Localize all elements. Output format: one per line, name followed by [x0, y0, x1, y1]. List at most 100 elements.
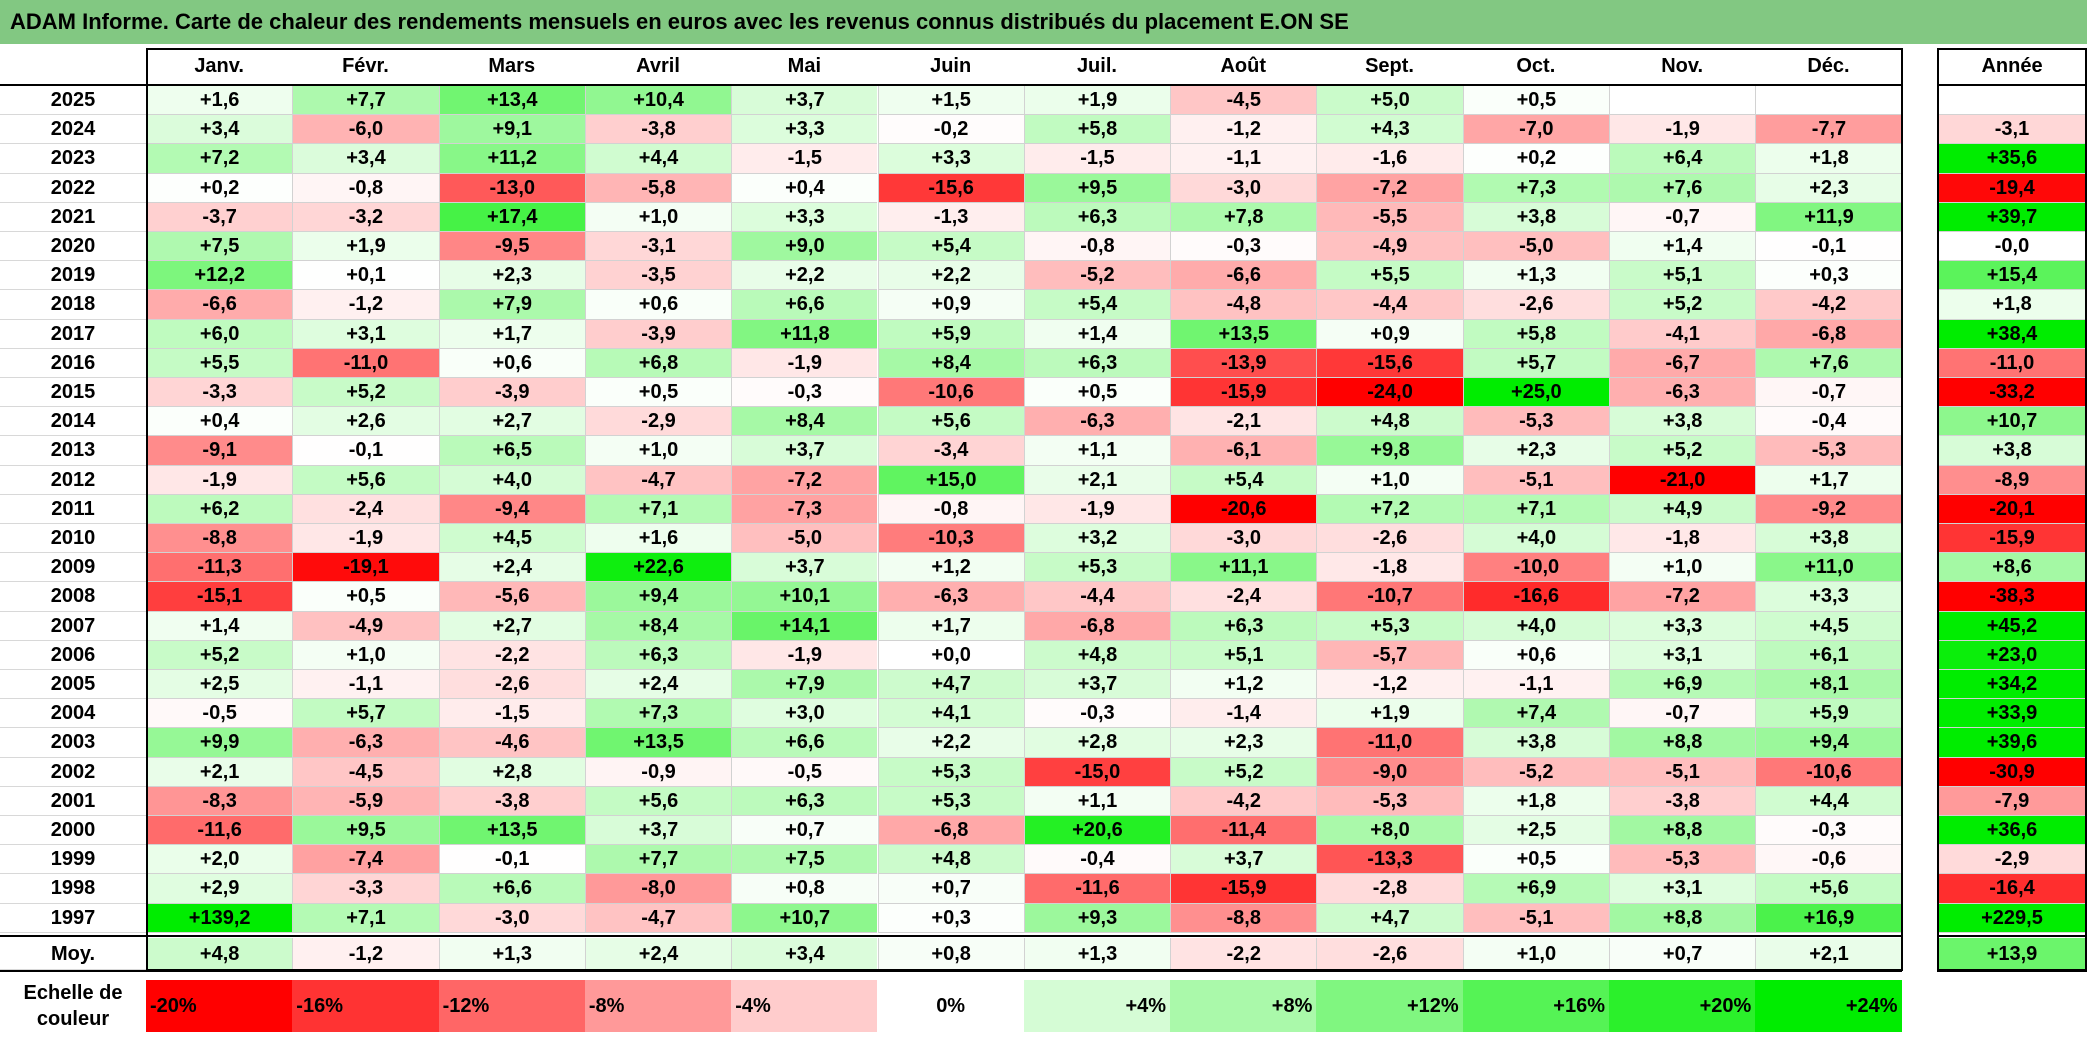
- color-scale-swatch: +12%: [1316, 980, 1463, 1032]
- heatmap-cell: +1,6: [584, 524, 732, 554]
- heatmap-cell: -3,2: [292, 202, 439, 232]
- heatmap-cell: +4,0: [1462, 524, 1609, 554]
- heatmap-cell: -5,5: [1316, 202, 1463, 232]
- heatmap-cell: +5,9: [877, 319, 1024, 349]
- heatmap-cell: +9,0: [731, 232, 878, 262]
- average-rule: [1937, 934, 2087, 937]
- heatmap-cell: +1,4: [1023, 319, 1171, 349]
- heatmap-cell: +8,1: [1755, 670, 1902, 700]
- heatmap-cell: -5,3: [1609, 845, 1756, 875]
- heatmap-cell: -0,3: [1170, 232, 1317, 262]
- heatmap-cell: -5,8: [584, 173, 732, 203]
- heatmap-cell: +1,0: [1316, 465, 1463, 495]
- heatmap-cell: -3,3: [146, 378, 293, 408]
- heatmap-cell: -15,9: [1170, 874, 1317, 904]
- heatmap-cell: -10,6: [877, 378, 1024, 408]
- month-header: Avril: [636, 55, 680, 77]
- heatmap-cell: +8,8: [1609, 728, 1756, 758]
- heatmap-cell: -1,5: [438, 699, 585, 729]
- heatmap-cell: +6,3: [1023, 202, 1171, 232]
- heatmap-cell: +3,7: [584, 816, 732, 846]
- heatmap-cell: +4,0: [438, 465, 585, 495]
- color-scale-swatch: +4%: [1023, 980, 1171, 1032]
- annual-cell: +33,9: [1937, 699, 2087, 729]
- heatmap-cell: -5,6: [438, 582, 585, 612]
- heatmap-cell: -1,8: [1316, 553, 1463, 583]
- heatmap-cell: -3,0: [1170, 173, 1317, 203]
- color-scale-swatch: -4%: [731, 980, 878, 1032]
- heatmap-cell: -2,2: [438, 640, 585, 670]
- heatmap-cell: -5,1: [1609, 757, 1756, 787]
- average-cell: +2,1: [1755, 937, 1902, 970]
- heatmap-cell: -2,8: [1316, 874, 1463, 904]
- average-rule: [0, 969, 1902, 972]
- year-label: 2024: [0, 115, 146, 145]
- heatmap-cell: +4,0: [1462, 611, 1609, 641]
- heatmap-cell: -6,3: [1023, 407, 1171, 437]
- heatmap-cell: +6,1: [1755, 640, 1902, 670]
- annual-cell: -7,9: [1937, 786, 2087, 816]
- heatmap-cell: +4,8: [1023, 640, 1171, 670]
- heatmap-cell: -3,9: [584, 319, 732, 349]
- heatmap-cell: -6,7: [1609, 348, 1756, 378]
- heatmap-cell: +9,5: [292, 816, 439, 846]
- color-scale-swatch: -20%: [146, 980, 293, 1032]
- heatmap-cell: +3,3: [1755, 582, 1902, 612]
- heatmap-cell: +2,9: [146, 874, 293, 904]
- heatmap-cell: +7,3: [584, 699, 732, 729]
- heatmap-cell: +0,7: [877, 874, 1024, 904]
- heatmap-cell: +2,3: [1170, 728, 1317, 758]
- heatmap-cell: +9,9: [146, 728, 293, 758]
- heatmap-cell: +6,8: [584, 348, 732, 378]
- heatmap-cell: -19,1: [292, 553, 439, 583]
- heatmap-cell: +7,4: [1462, 699, 1609, 729]
- heatmap-cell: +2,5: [146, 670, 293, 700]
- heatmap-cell: +3,3: [1609, 611, 1756, 641]
- year-label: 2012: [0, 466, 146, 495]
- month-header: Juil.: [1076, 55, 1117, 77]
- heatmap-cell: -3,7: [146, 202, 293, 232]
- heatmap-cell: -6,8: [1023, 611, 1171, 641]
- average-annual-cell: +13,9: [1937, 937, 2087, 970]
- heatmap-cell: +9,1: [438, 115, 585, 145]
- heatmap-cell: -2,6: [1462, 290, 1609, 320]
- heatmap-cell: -15,1: [146, 582, 293, 612]
- heatmap-cell: +1,9: [1023, 86, 1171, 116]
- heatmap-cell: -4,7: [584, 903, 732, 933]
- year-label: 2022: [0, 174, 146, 203]
- heatmap-cell: -0,5: [146, 699, 293, 729]
- heatmap-cell: +5,2: [1609, 290, 1756, 320]
- heatmap-cell: +3,3: [877, 144, 1024, 174]
- heatmap-cell: -4,2: [1755, 290, 1902, 320]
- heatmap-cell: +8,4: [877, 348, 1024, 378]
- heatmap-cell: +7,3: [1462, 173, 1609, 203]
- heatmap-cell: -3,1: [584, 232, 732, 262]
- annual-cell: +39,7: [1937, 202, 2087, 232]
- year-label: 2007: [0, 612, 146, 641]
- heatmap-cell: +5,1: [1609, 261, 1756, 291]
- heatmap-cell: +13,4: [438, 86, 585, 116]
- color-scale-swatch: 0%: [877, 980, 1024, 1032]
- heatmap-cell: -0,3: [1755, 816, 1902, 846]
- heatmap-cell: -4,1: [1609, 319, 1756, 349]
- annual-cell: -15,9: [1937, 524, 2087, 554]
- annual-cell: +45,2: [1937, 611, 2087, 641]
- heatmap-cell: +7,9: [438, 290, 585, 320]
- heatmap-cell: +7,2: [146, 144, 293, 174]
- average-cell: +0,7: [1609, 937, 1756, 970]
- heatmap-cell: -7,4: [292, 845, 439, 875]
- heatmap-cell: +0,0: [877, 640, 1024, 670]
- year-label: 2009: [0, 553, 146, 583]
- annual-cell: +35,6: [1937, 144, 2087, 174]
- heatmap-cell: +1,7: [877, 611, 1024, 641]
- annual-cell: -19,4: [1937, 173, 2087, 203]
- heatmap-cell: +1,6: [146, 86, 293, 116]
- heatmap-cell: +7,1: [584, 494, 732, 524]
- heatmap-cell: +2,3: [1755, 173, 1902, 203]
- heatmap-cell: +25,0: [1462, 378, 1609, 408]
- average-cell: +0,8: [877, 937, 1024, 970]
- heatmap-cell: +5,3: [1023, 553, 1171, 583]
- heatmap-cell: -4,4: [1023, 582, 1171, 612]
- heatmap-cell: +3,4: [146, 115, 293, 145]
- annual-cell: +1,8: [1937, 290, 2087, 320]
